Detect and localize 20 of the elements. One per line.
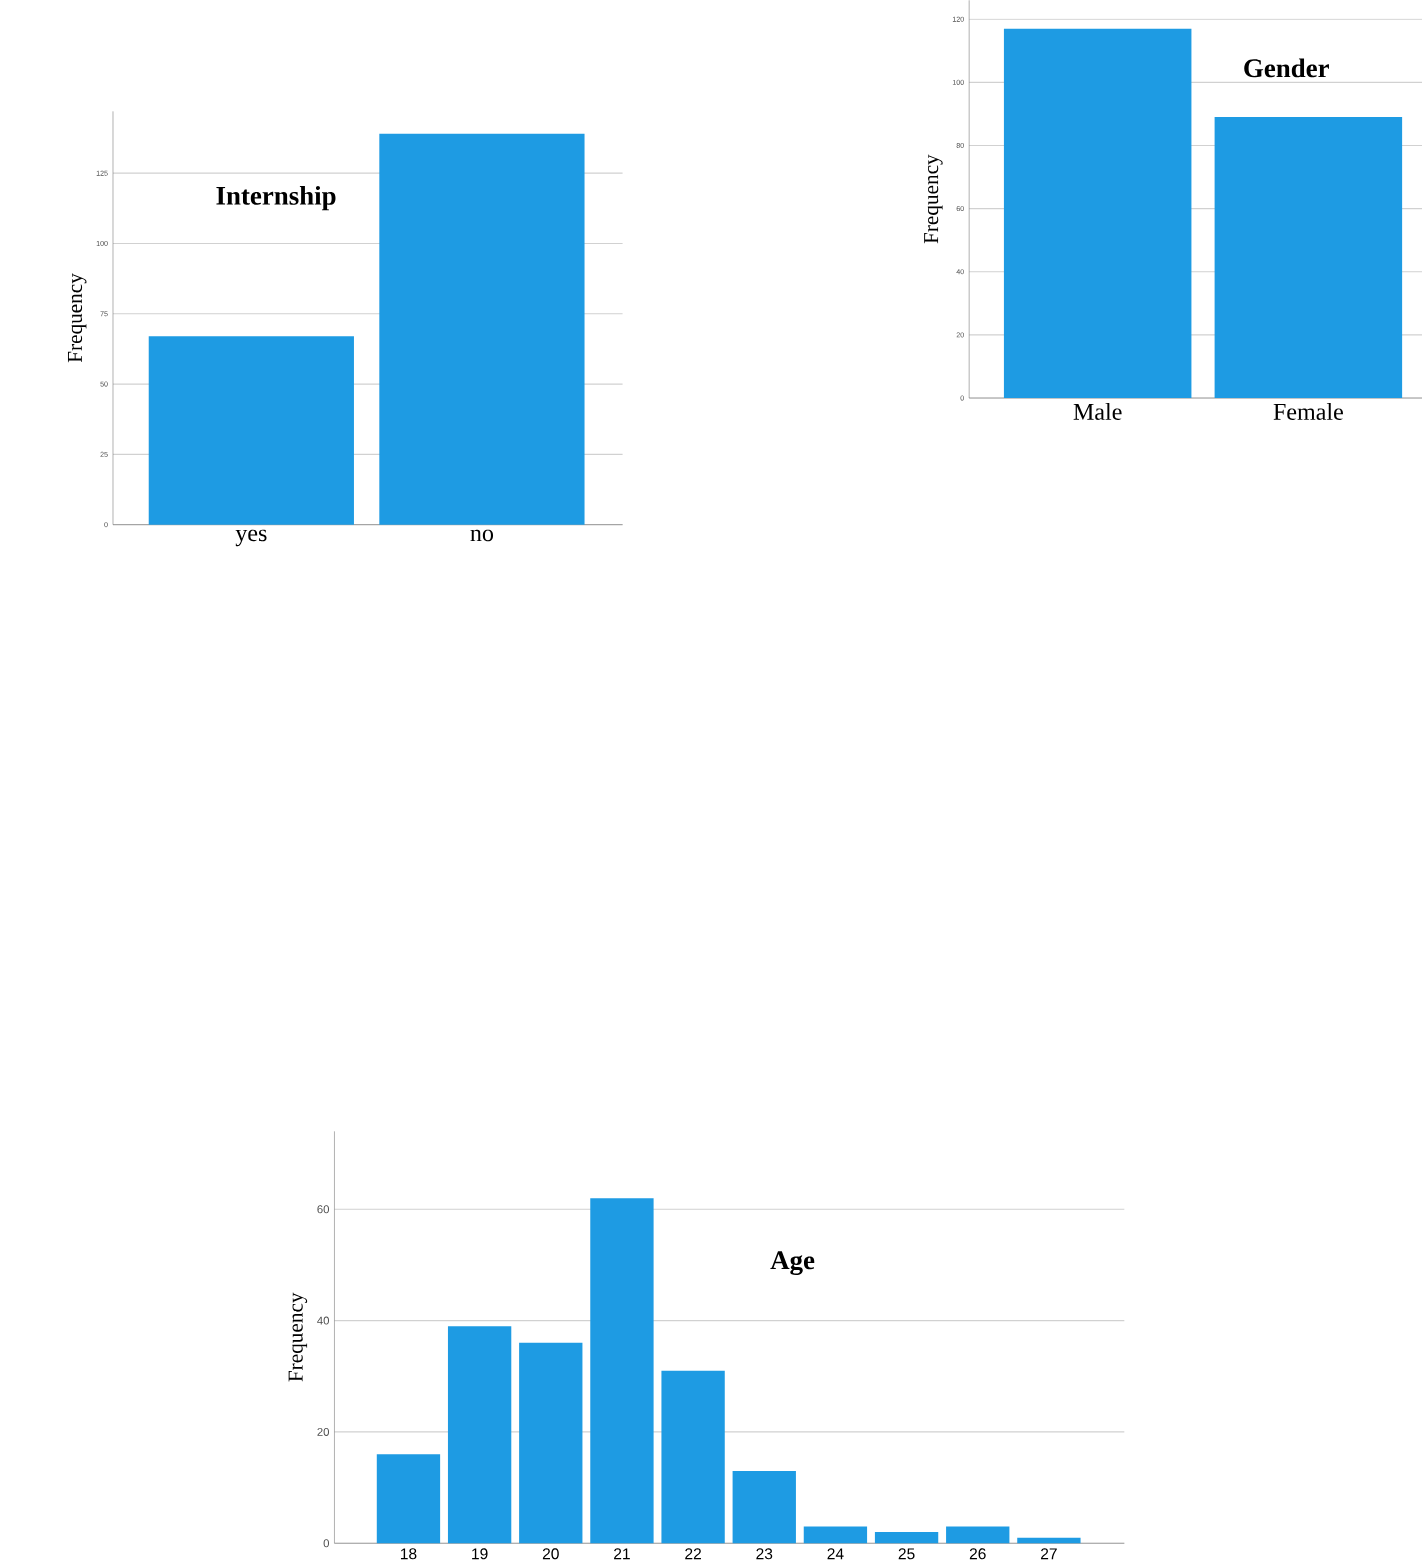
bar: [874, 1532, 938, 1544]
x-tick-label: yes: [235, 529, 267, 547]
bar: [803, 1526, 867, 1544]
bar: [447, 1326, 511, 1544]
y-axis-title: Frequency: [288, 1292, 307, 1382]
y-axis-title: Frequency: [67, 273, 87, 363]
bar: [1016, 1537, 1081, 1544]
x-tick-label: Male: [1073, 403, 1122, 420]
x-tick-label: Female: [1273, 403, 1343, 420]
bar: [518, 1342, 583, 1544]
y-axis-title: Frequency: [923, 154, 943, 244]
bar: [732, 1470, 796, 1544]
text: Internship: [216, 185, 336, 211]
bar: [589, 1198, 654, 1544]
bar: [661, 1370, 725, 1544]
bar: [945, 1526, 1010, 1544]
text: Gender: [1243, 58, 1329, 78]
text: Age: [770, 1251, 814, 1275]
bar: [376, 1454, 440, 1544]
x-tick-label: no: [470, 529, 493, 542]
